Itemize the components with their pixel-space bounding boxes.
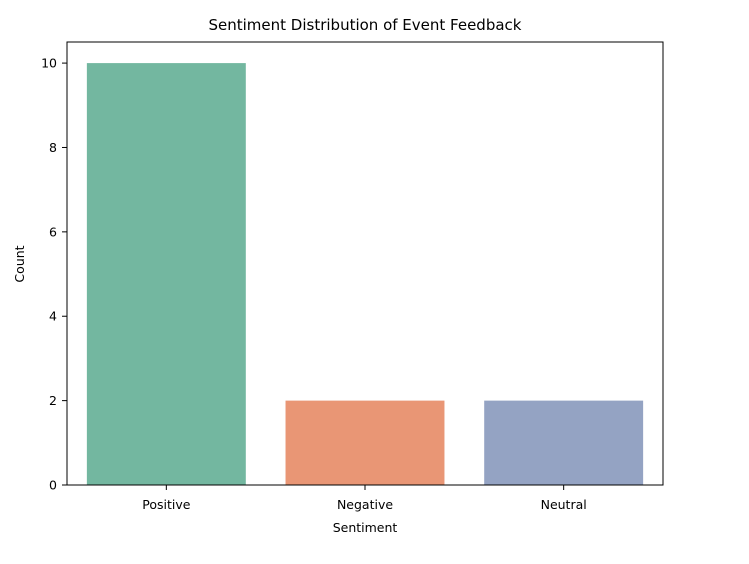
y-tick-label: 0 [49,478,57,493]
x-tick-label: Neutral [541,497,587,512]
y-axis-label: Count [12,245,27,282]
bars [86,63,644,485]
x-tick-label: Negative [337,497,393,512]
bar-positive [86,63,246,485]
x-axis-ticks: Positive Negative Neutral [142,485,587,512]
bar-neutral [484,400,644,485]
y-axis-ticks: 0 2 4 6 8 10 [41,56,67,493]
y-tick-label: 6 [49,224,57,239]
y-tick-label: 4 [49,309,57,324]
bar-negative [285,400,445,485]
y-tick-label: 2 [49,393,57,408]
x-tick-label: Positive [142,497,190,512]
plot-frame [66,41,664,486]
y-tick-label: 10 [41,56,57,71]
y-tick-label: 8 [49,140,57,155]
chart-title: Sentiment Distribution of Event Feedback [209,16,522,34]
x-axis-label: Sentiment [333,520,398,535]
